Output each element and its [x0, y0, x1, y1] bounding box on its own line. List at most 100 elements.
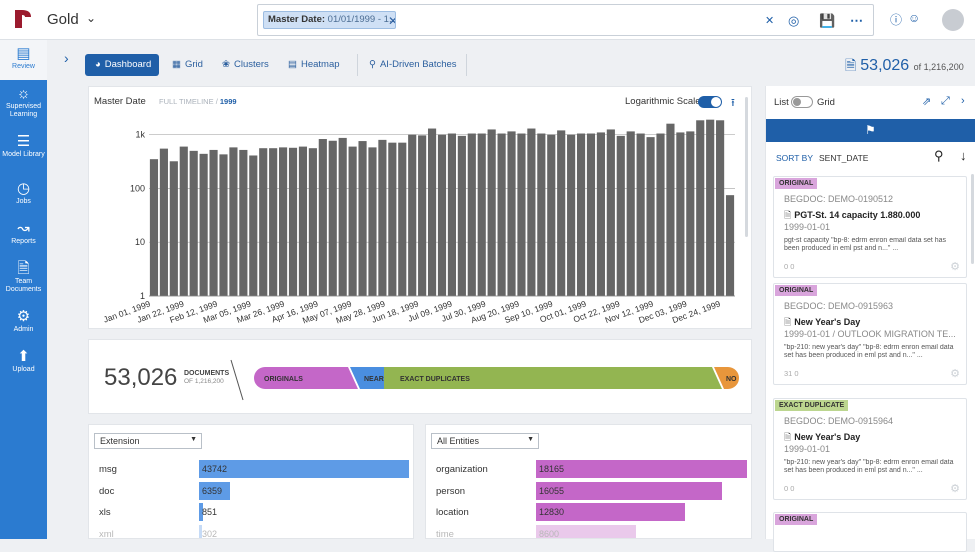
chart-bar[interactable] [368, 147, 377, 296]
app-logo[interactable] [12, 8, 34, 30]
sidebar-item-reports[interactable]: ↝ Reports [0, 220, 47, 246]
sidebar-item-jobs[interactable]: ◷ Jobs [0, 180, 47, 206]
scrollbar[interactable] [745, 97, 748, 237]
chart-bar[interactable] [239, 149, 248, 296]
gear-icon[interactable]: ⚙ [950, 483, 960, 495]
chart-bar[interactable] [209, 149, 218, 296]
chart-bar[interactable] [576, 133, 586, 296]
chart-bar[interactable] [716, 120, 725, 296]
chart-bar[interactable] [288, 147, 298, 296]
log-scale-toggle[interactable] [698, 96, 722, 108]
segment-originals[interactable] [254, 367, 358, 389]
chart-bar[interactable] [447, 133, 457, 296]
chart-bar[interactable] [725, 195, 735, 296]
collapse-chevron-icon[interactable]: › [64, 50, 69, 66]
filter-chip[interactable]: Master Date: 01/01/1999 - 1... ✕ [263, 11, 396, 29]
document-card[interactable]: ORIGINAL [773, 512, 967, 552]
chart-bar[interactable] [676, 132, 685, 296]
sidebar-item-supervised-learning[interactable]: ☼ Supervised Learning [0, 85, 47, 119]
chart-bar[interactable] [318, 139, 327, 296]
list-grid-toggle[interactable] [791, 96, 813, 108]
scrollbar[interactable] [971, 174, 974, 264]
chevron-right-icon[interactable]: › [961, 95, 965, 107]
export-icon[interactable]: ⭱ [731, 97, 735, 109]
tag-bar[interactable]: ⚑ [766, 119, 975, 142]
feedback-icon[interactable]: ☺ [908, 11, 921, 25]
chart-bar[interactable] [467, 133, 476, 296]
chart-bar[interactable] [308, 148, 317, 296]
bar-row[interactable]: doc 6359 [89, 481, 413, 500]
help-icon[interactable]: ⓘ [890, 13, 903, 27]
chart-bar[interactable] [378, 139, 387, 296]
chart-bar[interactable] [199, 153, 208, 296]
chart-bar[interactable] [656, 133, 665, 296]
chart-bar[interactable] [169, 161, 178, 296]
filter-bar[interactable]: Master Date: 01/01/1999 - 1... ✕ ✕ ◎ 💾 ⋯ [257, 4, 874, 36]
chart-bar[interactable] [507, 131, 516, 296]
chart-bar[interactable] [179, 146, 188, 296]
bar-row[interactable]: location 12830 [426, 503, 751, 521]
chart-bar[interactable] [567, 134, 576, 296]
target-icon[interactable]: ◎ [788, 13, 800, 28]
entities-dropdown[interactable]: All Entities ▼ [431, 433, 539, 449]
chart-bar[interactable] [279, 147, 288, 296]
tab-clusters[interactable]: ❀ Clusters [222, 54, 269, 76]
tab-ai-driven-batches[interactable]: ⚲ AI-Driven Batches [369, 54, 457, 76]
chart-bar[interactable] [686, 131, 695, 296]
chart-bar[interactable] [388, 142, 397, 296]
tab-heatmap[interactable]: ▤ Heatmap [288, 54, 340, 76]
chart-bar[interactable] [249, 155, 258, 296]
chart-bar[interactable] [348, 146, 357, 296]
segment-no[interactable] [714, 367, 739, 389]
bar[interactable] [536, 460, 747, 478]
chart-bar[interactable] [259, 148, 268, 296]
more-icon[interactable]: ⋯ [850, 13, 863, 28]
project-name[interactable]: Gold [47, 11, 79, 28]
chart-bar[interactable] [706, 119, 715, 296]
chart-bar[interactable] [149, 159, 159, 296]
bar[interactable] [536, 503, 686, 521]
search-icon[interactable]: ⚲ [934, 148, 944, 163]
chart-bar[interactable] [646, 137, 655, 296]
tab-grid[interactable]: ▦ Grid [172, 54, 203, 76]
document-title[interactable]: 🗎 PGT-St. 14 capacity 1.880.000 [784, 208, 920, 224]
chart-bar[interactable] [398, 142, 407, 296]
document-title[interactable]: 🗎 New Year's Day [784, 315, 860, 331]
chart-bar[interactable] [557, 130, 566, 296]
save-icon[interactable]: 💾 [819, 13, 836, 28]
chart-bar[interactable] [437, 134, 447, 296]
chart-bar[interactable] [298, 146, 308, 296]
chart-bar[interactable] [527, 128, 536, 296]
chart-bar[interactable] [537, 133, 546, 296]
chart-bar[interactable] [487, 129, 496, 296]
document-title[interactable]: 🗎 New Year's Day [784, 430, 860, 446]
chart-bar[interactable] [189, 150, 198, 296]
chart-bar[interactable] [606, 129, 615, 296]
gear-icon[interactable]: ⚙ [950, 368, 960, 380]
sidebar-item-upload[interactable]: ⬆ Upload [0, 348, 47, 374]
chart-bar[interactable] [616, 135, 625, 296]
bar[interactable] [199, 524, 202, 538]
chart-bar[interactable] [338, 137, 347, 296]
chart-bar[interactable] [457, 135, 466, 296]
clear-icon[interactable]: ✕ [765, 15, 775, 27]
document-card[interactable]: ORIGINAL BEGDOC: DEMO-0190512 🗎 PGT-St. 1… [773, 176, 967, 278]
chart-bar[interactable] [696, 120, 705, 296]
chart-bar[interactable] [219, 154, 228, 296]
bar-row[interactable]: person 16055 [426, 481, 751, 500]
close-icon[interactable]: ✕ [388, 14, 395, 28]
sort-direction-icon[interactable]: ↓ [960, 148, 967, 163]
extension-dropdown[interactable]: Extension ▼ [94, 433, 202, 449]
chart-bar[interactable] [666, 123, 675, 296]
bar[interactable] [199, 460, 409, 478]
segment-near[interactable] [350, 367, 384, 389]
bar-row[interactable]: msg 43742 [89, 460, 413, 478]
breadcrumb-full-timeline[interactable]: FULL TIMELINE [159, 97, 214, 106]
chart-bar[interactable] [477, 133, 486, 296]
avatar[interactable] [942, 9, 964, 31]
segment-exact-duplicates[interactable] [384, 367, 722, 389]
chart-bar[interactable] [408, 134, 417, 296]
chevron-down-icon[interactable]: ⌄ [86, 11, 97, 25]
bar-row[interactable]: xml 302 [89, 524, 413, 538]
open-external-icon[interactable]: ⇗ [922, 96, 932, 108]
